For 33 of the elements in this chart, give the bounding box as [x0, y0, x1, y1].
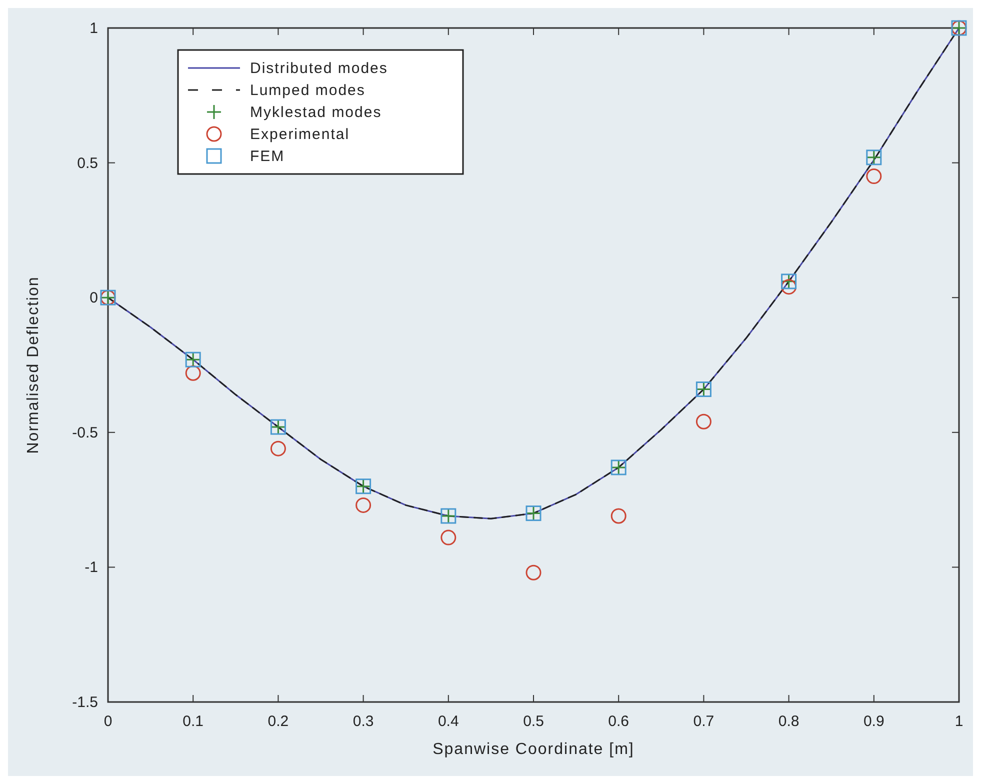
point: [610, 508, 626, 524]
point: [356, 497, 372, 513]
y-tick-label: 0: [90, 290, 98, 307]
x-tick-label: 0.6: [608, 713, 630, 730]
x-tick-label: 0.4: [438, 713, 459, 730]
x-axis-title: Spanwise Coordinate [m]: [432, 741, 634, 758]
x-tick-label: 0: [104, 713, 112, 730]
y-axis-title: Normalised Deflection: [25, 276, 42, 454]
point: [270, 440, 286, 456]
y-tick-label: 0.5: [77, 154, 98, 172]
x-tick-label: 0.1: [182, 713, 204, 730]
x-tick-label: 0.7: [693, 713, 714, 730]
x-tick-label: 0.5: [523, 713, 544, 730]
y-tick-label: -1: [84, 559, 98, 576]
x-tick-label: 0.2: [268, 713, 289, 730]
x-tick-label: 1: [954, 713, 964, 730]
y-tick-label: -1.5: [72, 694, 98, 711]
x-tick-label: 0.3: [352, 713, 374, 730]
y-tick-label: 1: [90, 20, 98, 37]
legend-label: FEM: [250, 148, 285, 165]
point: [440, 530, 456, 546]
x-tick-label: 0.9: [863, 713, 884, 730]
y-tick-label: -0.5: [72, 424, 98, 442]
legend-label: Lumped modes: [250, 82, 366, 99]
point: [866, 168, 882, 184]
point: [185, 365, 201, 381]
point: [781, 279, 797, 295]
x-tick-label: 0.8: [778, 713, 800, 730]
legend-label: Myklestad modes: [250, 104, 382, 121]
point: [526, 564, 542, 580]
point: [696, 414, 712, 430]
legend-label: Distributed modes: [250, 60, 388, 77]
legend-label: Experimental: [250, 126, 350, 143]
